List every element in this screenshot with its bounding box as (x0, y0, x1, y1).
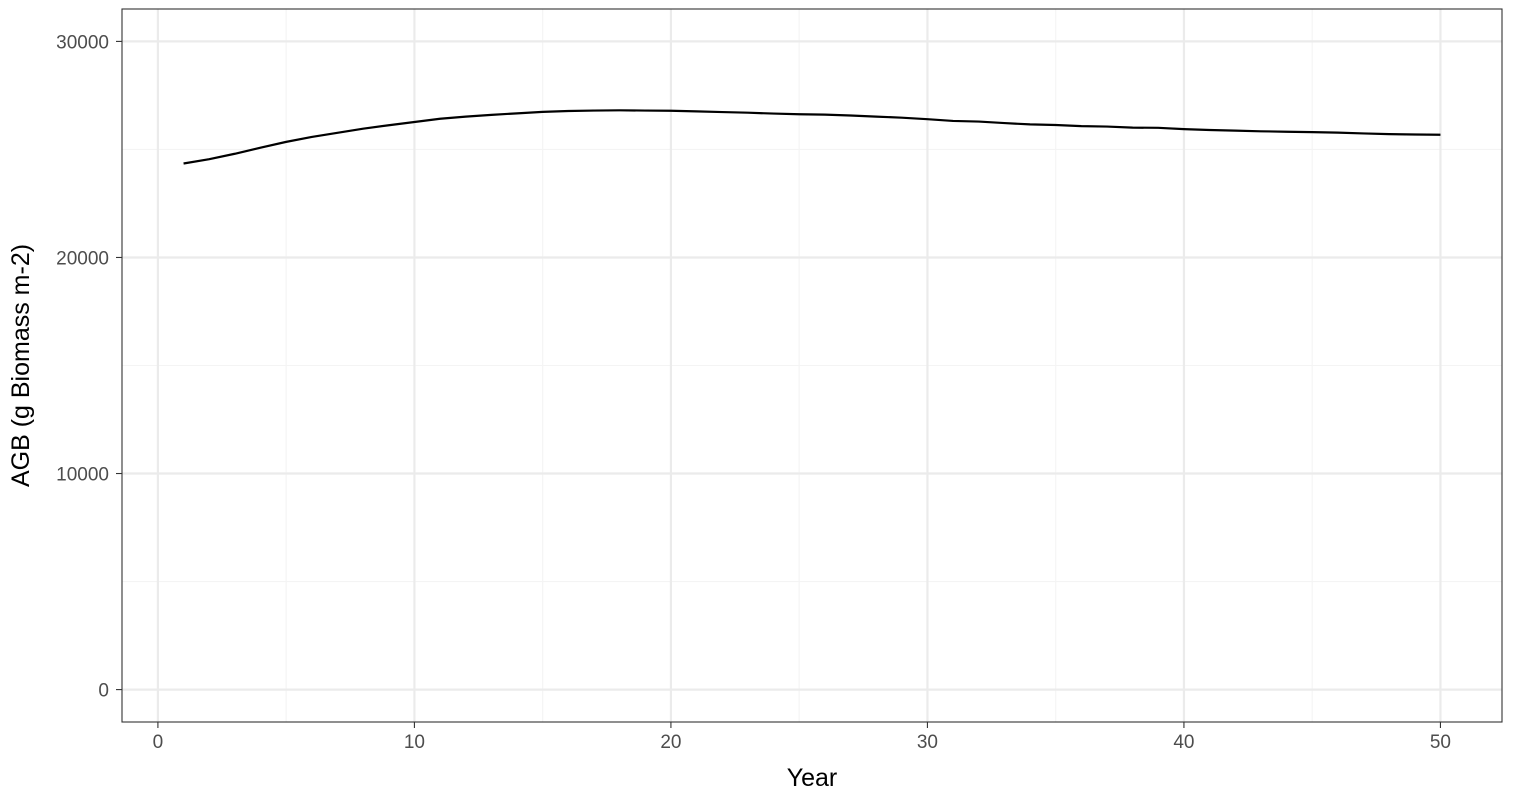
x-tick-label: 40 (1173, 732, 1194, 753)
y-axis: 0 10000 20000 30000 (56, 32, 122, 702)
y-tick-label: 0 (98, 681, 109, 702)
x-tick-label: 50 (1430, 732, 1451, 753)
minor-gridlines (122, 9, 1502, 722)
x-tick-label: 20 (660, 732, 681, 753)
x-axis-title: Year (787, 764, 838, 792)
major-gridlines (122, 9, 1502, 722)
x-tick-label: 10 (404, 732, 425, 753)
x-tick-label: 30 (917, 732, 938, 753)
plot-panel-border (121, 8, 1503, 723)
series-line (183, 109, 1441, 165)
y-tick-label: 20000 (56, 248, 109, 269)
y-tick-label: 10000 (56, 465, 109, 486)
series-layer (183, 109, 1441, 165)
x-axis: 0 10 20 30 40 50 (153, 722, 1451, 753)
y-tick-label: 30000 (56, 32, 109, 53)
y-axis-title: AGB (g Biomass m-2) (7, 244, 35, 487)
x-tick-label: 0 (153, 732, 164, 753)
